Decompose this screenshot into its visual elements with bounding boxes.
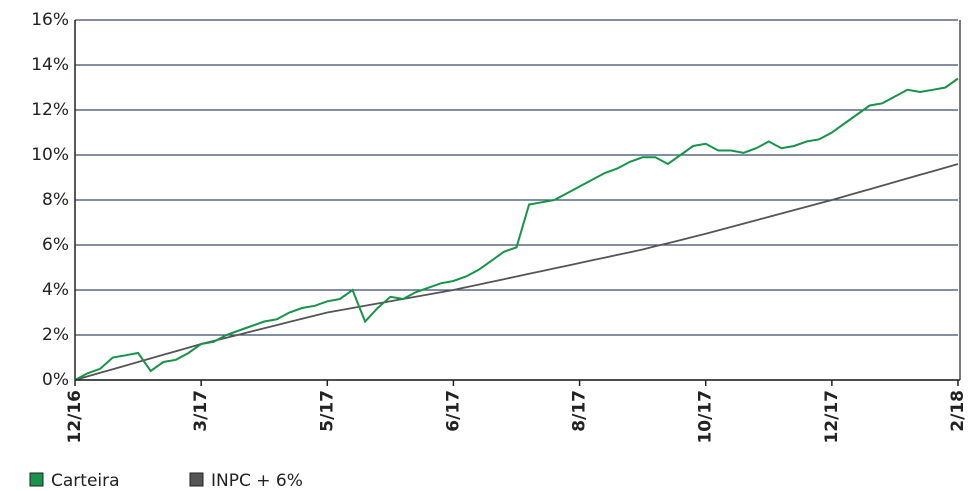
y-tick-label: 14%: [31, 55, 69, 75]
line-series: [74, 163, 959, 381]
y-tick-label: 2%: [42, 325, 69, 345]
legend-swatch: [29, 472, 44, 487]
x-tick-label: 8/17: [570, 390, 590, 432]
x-tick-label: 2/18: [948, 390, 968, 432]
y-tick-label: 6%: [42, 235, 69, 255]
legend-label: Carteira: [51, 471, 120, 491]
y-tick-label: 10%: [31, 145, 69, 165]
y-tick-label: 0%: [42, 370, 69, 390]
x-tick-label: 12/16: [65, 390, 85, 444]
y-tick-label: 4%: [42, 280, 69, 300]
x-tick-label: 3/17: [191, 390, 211, 432]
y-tick-label: 12%: [31, 100, 69, 120]
x-tick-label: 5/17: [317, 390, 337, 432]
y-tick-label: 8%: [42, 190, 69, 210]
legend-swatch: [189, 472, 204, 487]
line-series: [74, 77, 959, 381]
y-tick-label: 16%: [31, 10, 69, 30]
x-tick-label: 6/17: [443, 390, 463, 432]
x-tick-label: 10/17: [696, 390, 716, 444]
legend-label: INPC + 6%: [211, 471, 303, 491]
x-tick-label: 12/17: [822, 390, 842, 444]
